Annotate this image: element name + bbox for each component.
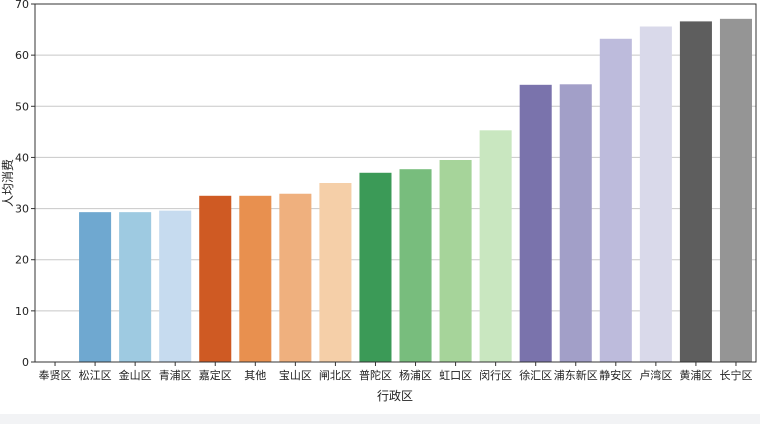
- bar: [519, 84, 552, 362]
- bar: [159, 210, 192, 362]
- x-tick-label: 宝山区: [279, 368, 312, 382]
- y-tick-label: 60: [15, 49, 29, 62]
- x-axis-label: 行政区: [377, 389, 413, 403]
- bar: [559, 84, 592, 363]
- bar: [679, 21, 712, 362]
- y-tick-label: 70: [15, 0, 29, 11]
- bar: [639, 26, 672, 362]
- x-tick-label: 浦东新区: [554, 368, 598, 382]
- bar: [719, 18, 752, 363]
- y-tick-label: 40: [15, 151, 29, 164]
- bottom-strip: [0, 414, 760, 424]
- x-tick-label: 杨浦区: [399, 368, 432, 382]
- bar: [599, 38, 632, 363]
- y-tick-label: 20: [15, 254, 29, 267]
- bar: [479, 130, 512, 362]
- y-axis-ticks: 0 10 20 30 40 50 60 70: [15, 0, 35, 369]
- bar: [199, 195, 232, 362]
- bar: [279, 193, 312, 362]
- y-axis-label: 人均消费: [1, 159, 15, 207]
- y-tick-label: 50: [15, 100, 29, 113]
- grid-lines: [35, 54, 756, 312]
- x-tick-label: 徐汇区: [519, 368, 552, 382]
- y-tick-label: 0: [22, 356, 29, 369]
- plot-frame: [34, 3, 757, 363]
- x-tick-label: 普陀区: [359, 368, 392, 382]
- bar: [439, 159, 472, 362]
- y-tick-label: 30: [15, 203, 29, 216]
- x-tick-label: 奉贤区: [39, 368, 72, 382]
- x-tick-label: 虹口区: [439, 369, 472, 382]
- x-tick-label: 其他: [244, 369, 266, 382]
- bar: [319, 183, 352, 362]
- x-tick-label: 闵行区: [479, 368, 512, 382]
- x-tick-label: 嘉定区: [199, 368, 232, 382]
- bar: [399, 169, 432, 362]
- bar: [79, 212, 112, 362]
- x-tick-label: 卢湾区: [639, 368, 672, 382]
- x-axis-ticks: 奉贤区 松江区 金山区 青浦区 嘉定区 其他 宝山区 闸北区 普陀区 杨浦区 虹口区 闵行区 徐汇区 浦东…: [39, 362, 752, 382]
- y-tick-label: 10: [15, 305, 29, 318]
- x-tick-label: 闸北区: [319, 369, 352, 382]
- bars: [79, 18, 752, 363]
- x-tick-label: 金山区: [119, 368, 152, 382]
- bar: [119, 212, 152, 362]
- x-tick-label: 长宁区: [719, 368, 752, 382]
- bar: [359, 172, 392, 362]
- x-tick-label: 黄浦区: [679, 368, 712, 382]
- x-tick-label: 静安区: [599, 368, 632, 382]
- x-tick-label: 青浦区: [159, 369, 192, 382]
- x-tick-label: 松江区: [79, 368, 112, 382]
- bar: [239, 195, 272, 362]
